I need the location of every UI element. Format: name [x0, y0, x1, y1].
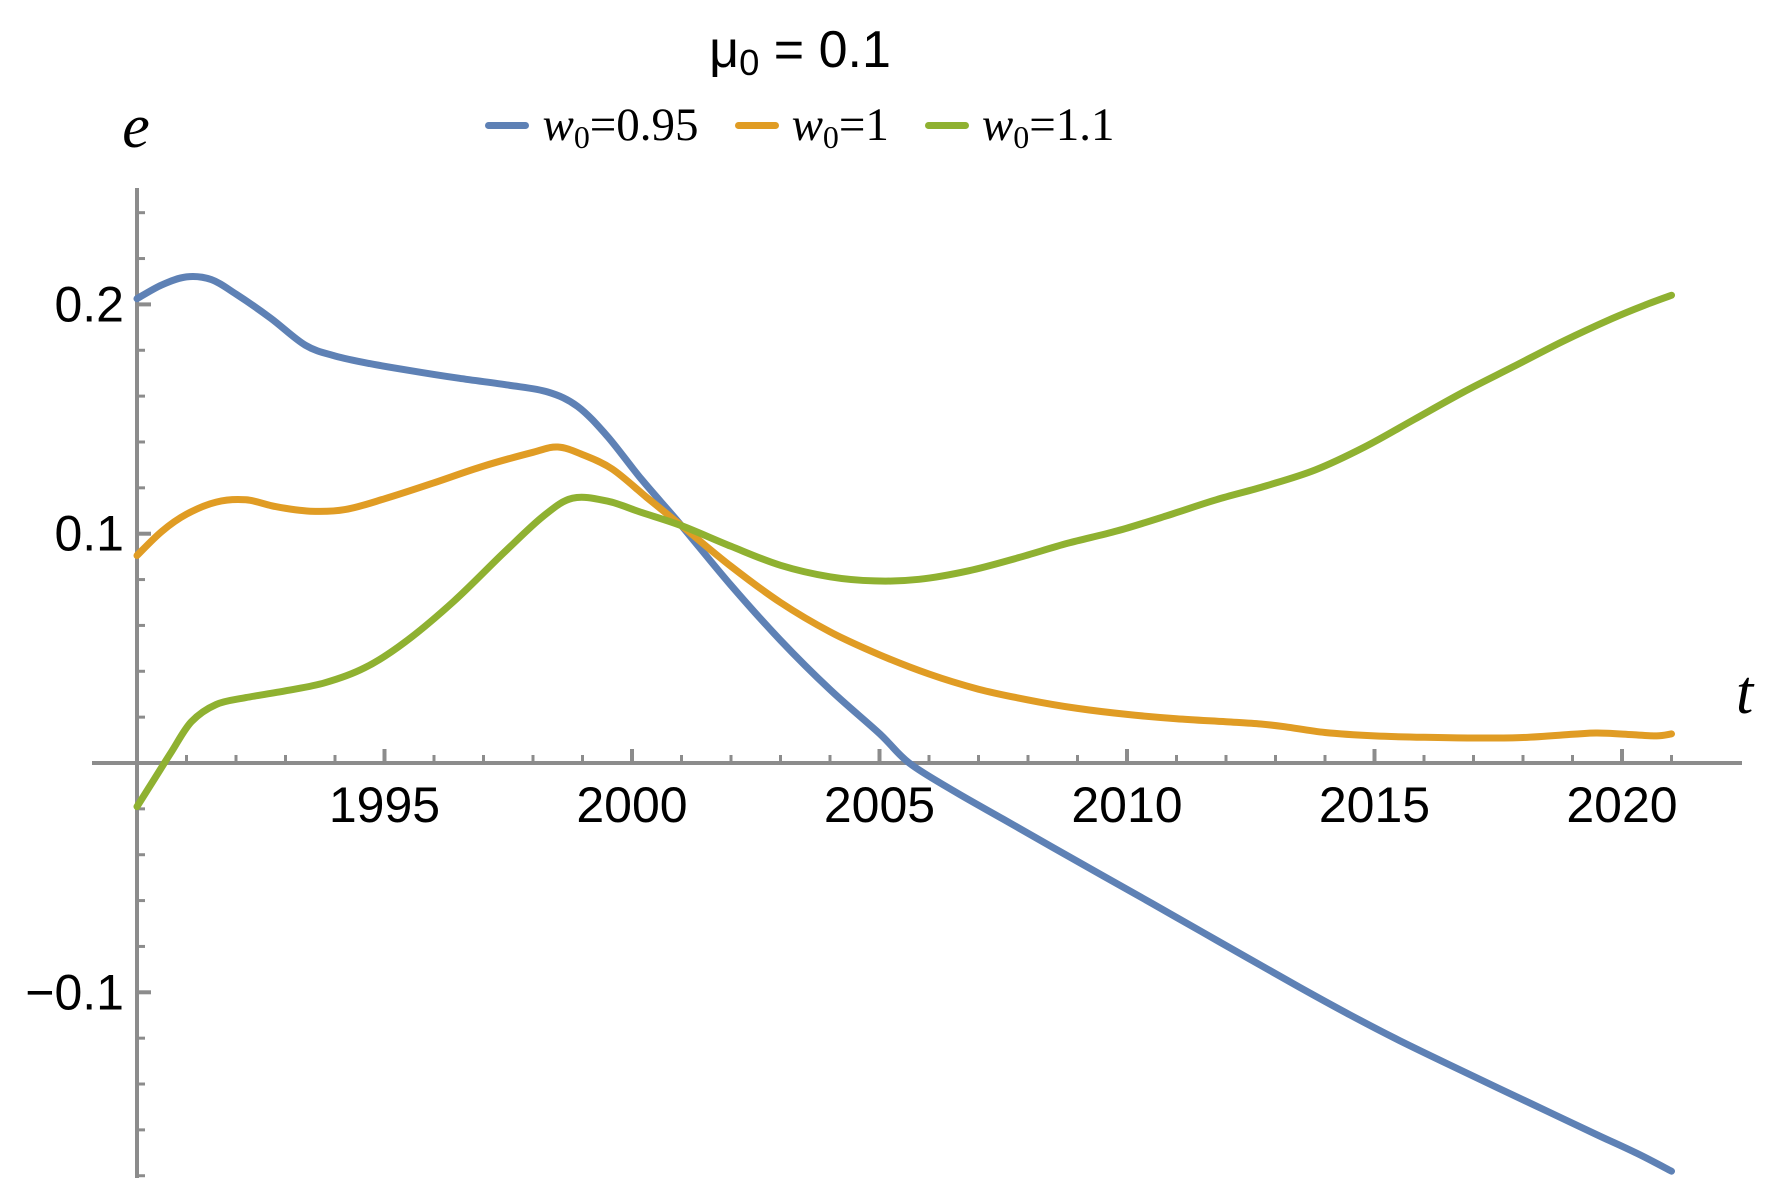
- legend-line-swatch-blue: [485, 122, 530, 130]
- x-tick-label: 1995: [329, 777, 440, 833]
- y-axis-label: e: [122, 93, 150, 161]
- legend-line-swatch-green: [924, 122, 969, 130]
- title-subscript: 0: [739, 42, 760, 83]
- legend-label: w0=1.1: [981, 99, 1115, 155]
- plot-title: μ0 = 0.1: [0, 20, 1600, 83]
- series-line-w0=1.1: [133, 291, 1675, 811]
- legend-item-w0-1.1: w0=1.1: [924, 99, 1115, 155]
- x-tick-label: 2015: [1319, 777, 1430, 833]
- legend-label: w0=0.95: [542, 99, 699, 155]
- x-axis-label: t: [1736, 659, 1754, 727]
- series-line-w0=0.95: [133, 273, 1675, 1175]
- legend-item-w0-1: w0=1: [734, 99, 889, 155]
- legend-item-w0-0.95: w0=0.95: [485, 99, 699, 155]
- title-symbol: μ: [709, 21, 740, 79]
- y-tick-label: 0.2: [54, 276, 124, 332]
- y-tick-label: −0.1: [25, 964, 124, 1020]
- title-value: = 0.1: [759, 21, 891, 79]
- x-tick-label: 2005: [824, 777, 935, 833]
- series-line-w0=1: [133, 443, 1675, 742]
- legend: w0=0.95 w0=1 w0=1.1: [0, 99, 1600, 155]
- legend-line-swatch-orange: [734, 122, 779, 130]
- x-tick-label: 2010: [1071, 777, 1182, 833]
- legend-label: w0=1: [791, 99, 889, 155]
- y-tick-label: 0.1: [54, 506, 124, 562]
- x-tick-label: 2000: [576, 777, 687, 833]
- x-tick-label: 2020: [1566, 777, 1677, 833]
